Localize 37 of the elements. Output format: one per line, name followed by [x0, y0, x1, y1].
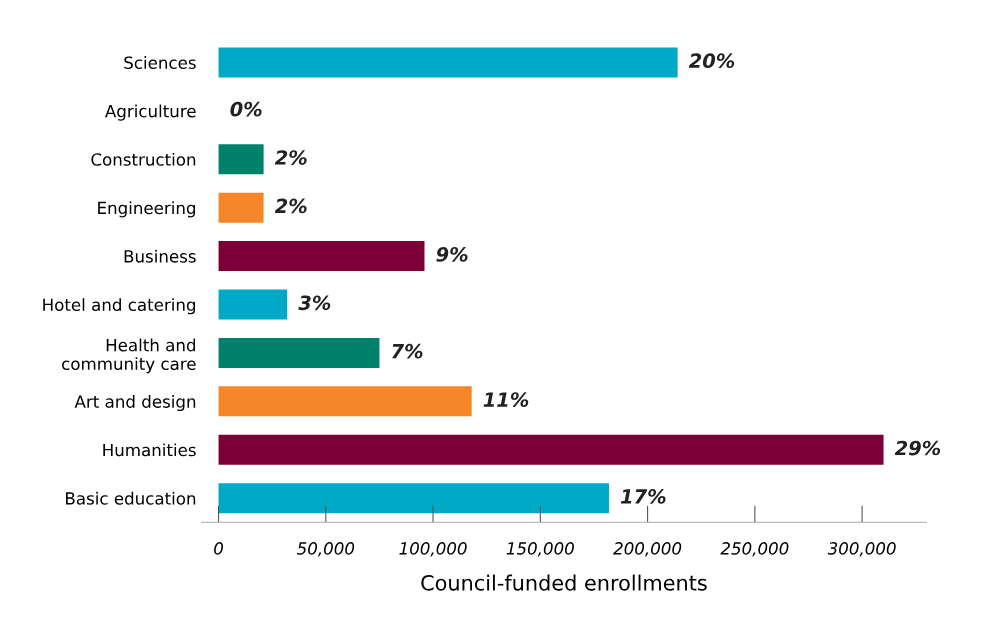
y-tick-label: Hotel and catering — [43, 298, 196, 315]
x-tick-label: 100,000 — [399, 542, 467, 557]
x-tick-label: 250,000 — [720, 542, 789, 557]
annotation: 2% — [274, 150, 307, 165]
annotation: 29% — [894, 440, 941, 456]
bar — [218, 337, 380, 368]
annotation: 7% — [392, 343, 423, 359]
bar — [218, 192, 264, 223]
bar — [218, 47, 678, 78]
annotation: 9% — [436, 247, 468, 262]
bar — [218, 483, 609, 514]
x-axis-title: Council-funded enrollments — [421, 574, 707, 591]
bar — [218, 289, 288, 320]
x-tick-label: 0 — [214, 542, 224, 555]
annotation: 0% — [230, 101, 262, 117]
annotation: 20% — [688, 53, 735, 69]
y-tick-label: Basic education — [66, 491, 196, 505]
bar — [218, 434, 884, 465]
bar — [218, 386, 472, 417]
y-tick-label: Agriculture — [105, 104, 196, 121]
x-tick-label: 50,000 — [296, 542, 355, 557]
y-tick-label: Health and community care — [62, 338, 196, 374]
bar — [218, 241, 425, 272]
y-tick-label: Art and design — [74, 394, 196, 412]
y-tick-label: Humanities — [103, 443, 196, 457]
annotation: 17% — [620, 489, 666, 504]
x-tick-label: 200,000 — [613, 542, 682, 557]
y-tick-label: Construction — [91, 152, 196, 166]
y-tick-label: Engineering — [98, 201, 196, 218]
annotation: 3% — [298, 295, 331, 311]
x-tick-label: 300,000 — [827, 542, 896, 557]
bar — [218, 144, 264, 175]
y-tick-label: Business — [124, 249, 196, 263]
annotation: 11% — [483, 392, 529, 407]
y-tick-label: Sciences — [124, 56, 196, 69]
annotation: 2% — [274, 198, 307, 214]
x-tick-label: 150,000 — [506, 542, 574, 557]
